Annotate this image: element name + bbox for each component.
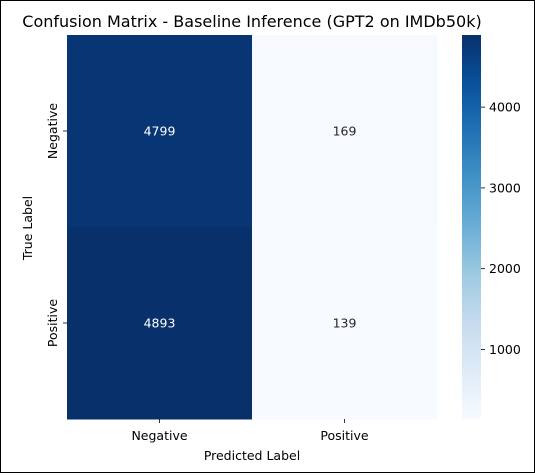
colorbar-gradient	[462, 35, 481, 419]
cell-value-label: 139	[333, 316, 357, 331]
colorbar: 1000 2000 3000 4000	[462, 35, 521, 419]
heatmap-cell-0-1	[252, 35, 438, 228]
x-axis-label: Predicted Label	[204, 448, 300, 463]
x-tick-label: Positive	[320, 428, 368, 443]
y-axis-label: True Label	[20, 196, 35, 261]
heatmap-cell-0-0	[67, 35, 253, 228]
cell-value-label: 4893	[144, 316, 176, 331]
cell-value-label: 169	[333, 124, 357, 139]
colorbar-tick-label: 4000	[489, 100, 521, 115]
colorbar-tick-label: 1000	[489, 342, 521, 357]
cell-value-label: 4799	[144, 124, 176, 139]
y-tick-label: Positive	[45, 299, 60, 347]
y-tick-label: Negative	[45, 103, 60, 159]
heatmap-cells: 4799 169 4893 139	[67, 35, 438, 420]
heatmap-cell-1-0	[67, 227, 253, 420]
chart-title: Confusion Matrix - Baseline Inference (G…	[22, 12, 481, 31]
heatmap-axes: Negative Positive Negative Positive	[45, 103, 369, 443]
heatmap-cell-1-1	[252, 227, 438, 420]
colorbar-tick-label: 3000	[489, 180, 521, 195]
x-tick-label: Negative	[131, 428, 187, 443]
colorbar-tick-label: 2000	[489, 261, 521, 276]
